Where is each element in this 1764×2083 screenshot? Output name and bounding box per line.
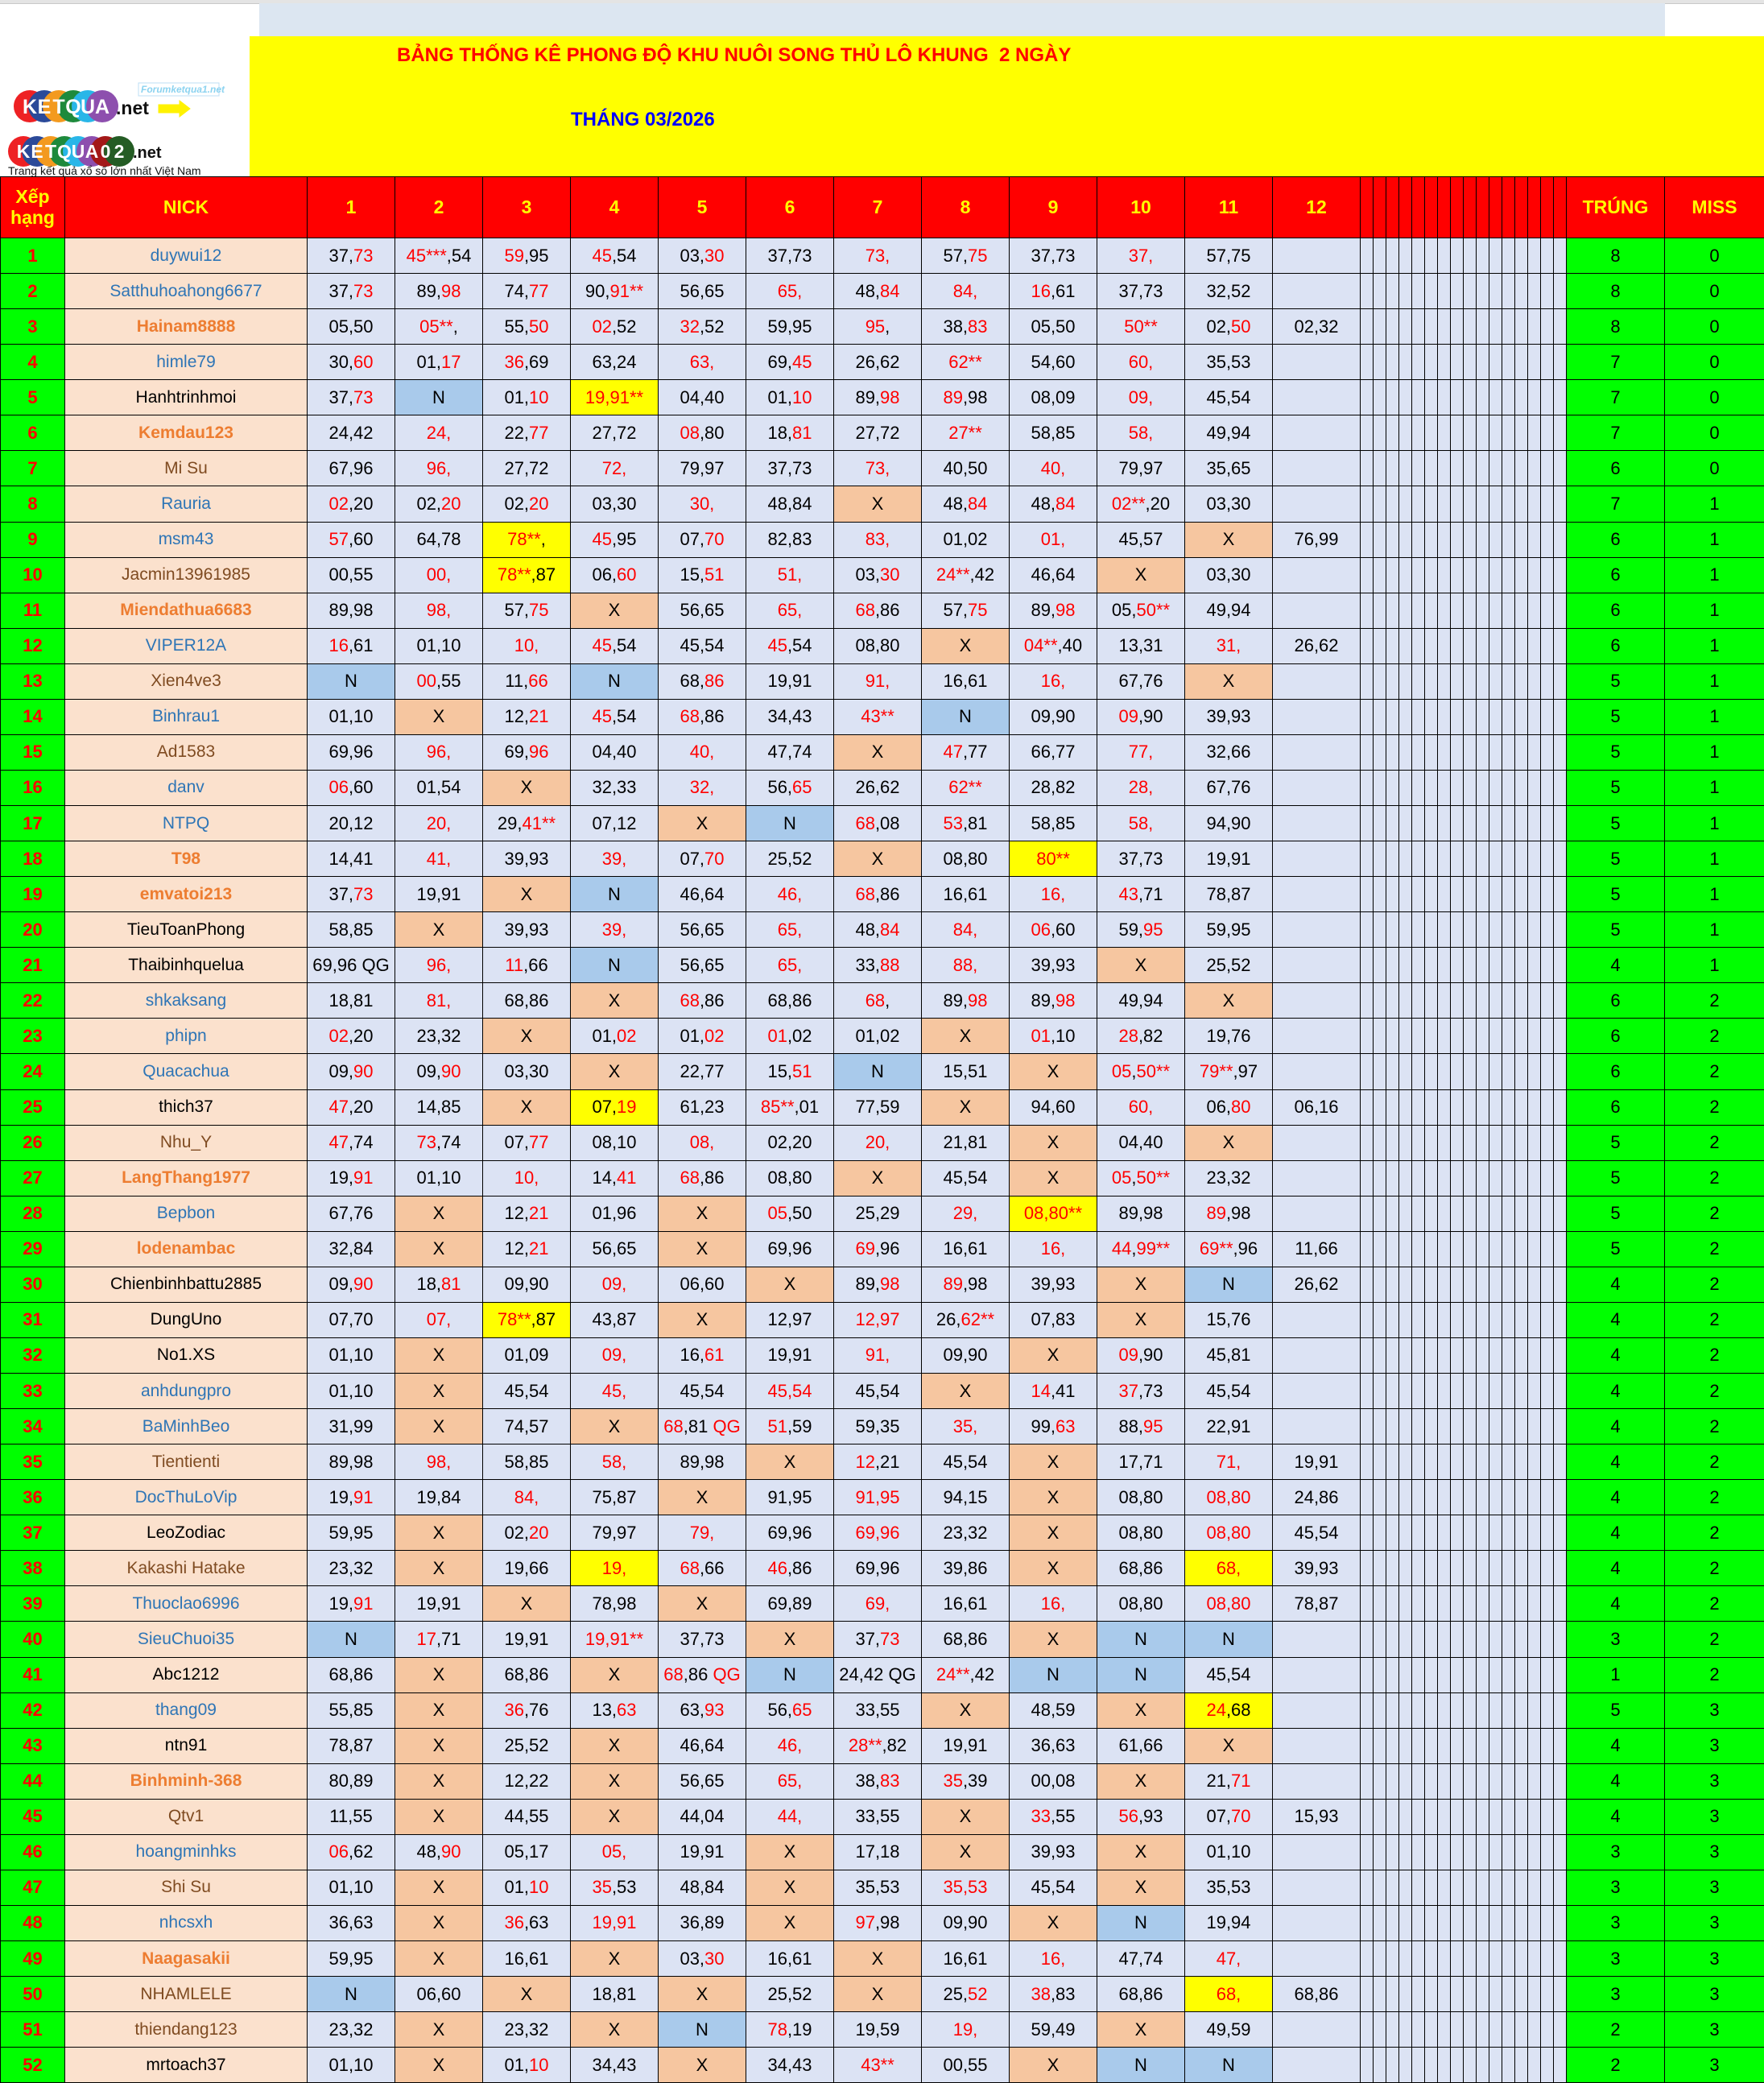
svg-text:Forumketqua1.net: Forumketqua1.net [141, 84, 225, 95]
svg-text:2: 2 [114, 141, 125, 162]
svg-text:T: T [52, 96, 64, 118]
svg-text:.net: .net [133, 144, 162, 162]
svg-text:T: T [45, 141, 56, 162]
svg-text:U: U [72, 141, 85, 162]
svg-text:0: 0 [101, 141, 111, 162]
svg-text:K: K [23, 96, 37, 118]
svg-text:Trang kết quả xổ số lớn nhất V: Trang kết quả xổ số lớn nhất Việt Nam [8, 164, 201, 176]
svg-text:Q: Q [57, 141, 72, 162]
svg-text:Q: Q [65, 96, 81, 118]
svg-text:K: K [17, 141, 31, 162]
svg-text:.net: .net [116, 97, 149, 118]
svg-text:A: A [85, 141, 99, 162]
svg-text:A: A [95, 96, 109, 118]
svg-text:E: E [31, 141, 43, 162]
svg-text:E: E [38, 96, 52, 118]
svg-text:U: U [81, 96, 95, 118]
